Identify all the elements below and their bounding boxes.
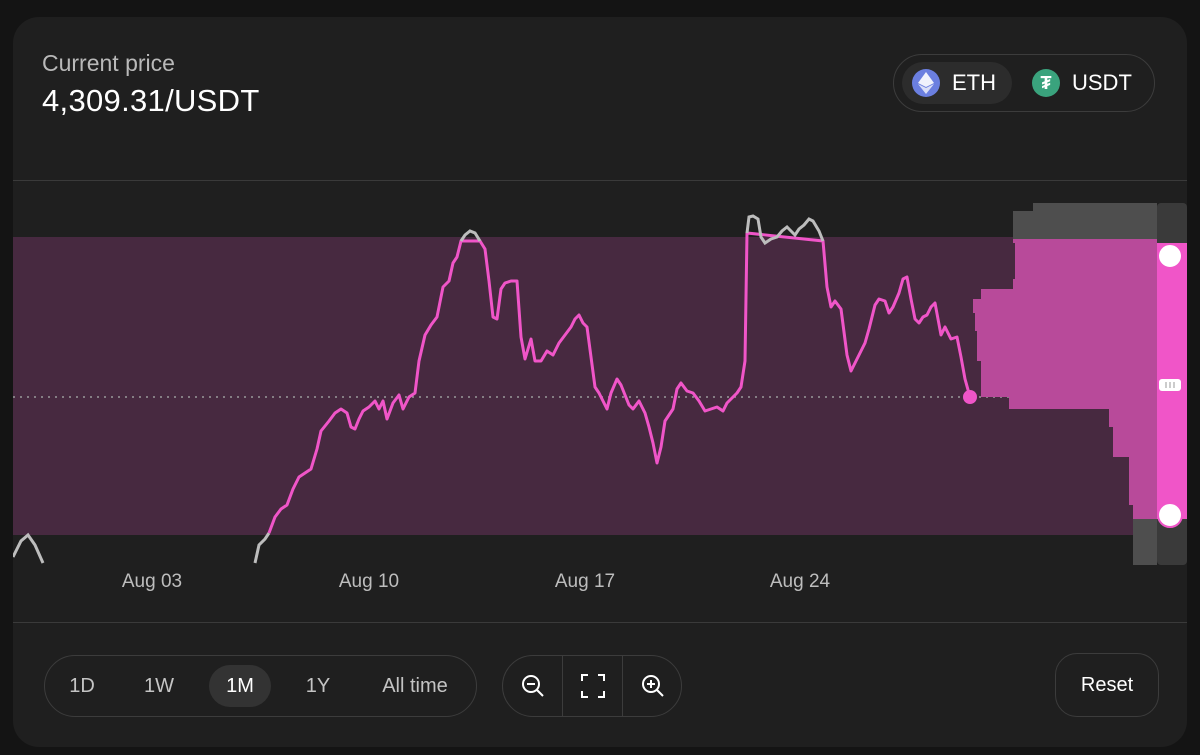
liquidity-bar [1013,239,1157,243]
price-line-out-of-range-left [13,532,45,564]
range-upper-handle [1157,243,1183,269]
liquidity-bar [1113,427,1157,457]
current-price-value: 4,309.31/USDT [42,83,260,118]
zoom-in-button[interactable] [623,656,683,716]
price-line [267,231,972,534]
ethereum-icon [912,69,940,97]
price-line-out-of-range-start [253,532,271,564]
x-tick-label: Aug 10 [338,571,400,592]
range-1w-button[interactable]: 1W [144,674,174,697]
liquidity-bar [1009,397,1157,409]
liquidity-bar [1133,505,1157,519]
tether-icon: ₮ [1032,69,1060,97]
token-eth-label: ETH [952,70,996,95]
x-tick-label: Aug 03 [121,571,183,592]
zoom-out-icon [522,675,544,697]
token-pair-toggle: ETH ₮ USDT [893,54,1155,112]
price-chart [13,203,1187,565]
token-usdt-label: USDT [1072,70,1132,95]
liquidity-bar [977,331,1157,361]
time-range-selector: 1D 1W 1M 1Y All time [44,655,477,717]
fit-screen-button[interactable] [563,656,623,716]
current-price-point [963,390,977,404]
range-1d-button[interactable]: 1D [69,674,95,697]
token-usdt-button[interactable]: ₮ USDT [1022,62,1140,104]
range-all-time-button[interactable]: All time [382,674,448,697]
liquidity-bar [1129,457,1157,505]
range-1m-button[interactable]: 1M [209,665,271,707]
chart-bottom-divider [13,622,1187,623]
liquidity-bar [1109,409,1157,427]
liquidity-bar [1133,535,1157,565]
zoom-in-icon [642,675,664,697]
liquidity-bar [1133,519,1157,535]
liquidity-bar [1013,279,1157,289]
liquidity-bar [975,313,1157,331]
liquidity-bar [973,299,1157,313]
zoom-controls [502,655,682,717]
price-line-peak-1 [459,229,482,242]
token-eth-button[interactable]: ETH [902,62,1012,104]
zoom-out-button[interactable] [503,656,563,716]
price-line-peak-2 [745,214,825,246]
liquidity-histogram [973,203,1157,565]
range-lower-handle [1157,502,1183,528]
current-price-label: Current price [42,50,175,76]
liquidity-bar [981,289,1157,299]
reset-button[interactable]: Reset [1055,653,1159,717]
liquidity-bar [981,361,1157,397]
liquidity-bar [1013,211,1157,239]
x-tick-label: Aug 24 [769,571,831,592]
price-chart-card: Current price 4,309.31/USDT ETH ₮ USDT [13,17,1187,747]
chart-top-divider [13,180,1187,181]
x-tick-label: Aug 17 [554,571,616,592]
range-1y-button[interactable]: 1Y [305,674,331,697]
fit-screen-icon [581,674,605,698]
liquidity-bar [1015,243,1157,279]
liquidity-bar [1033,203,1157,211]
